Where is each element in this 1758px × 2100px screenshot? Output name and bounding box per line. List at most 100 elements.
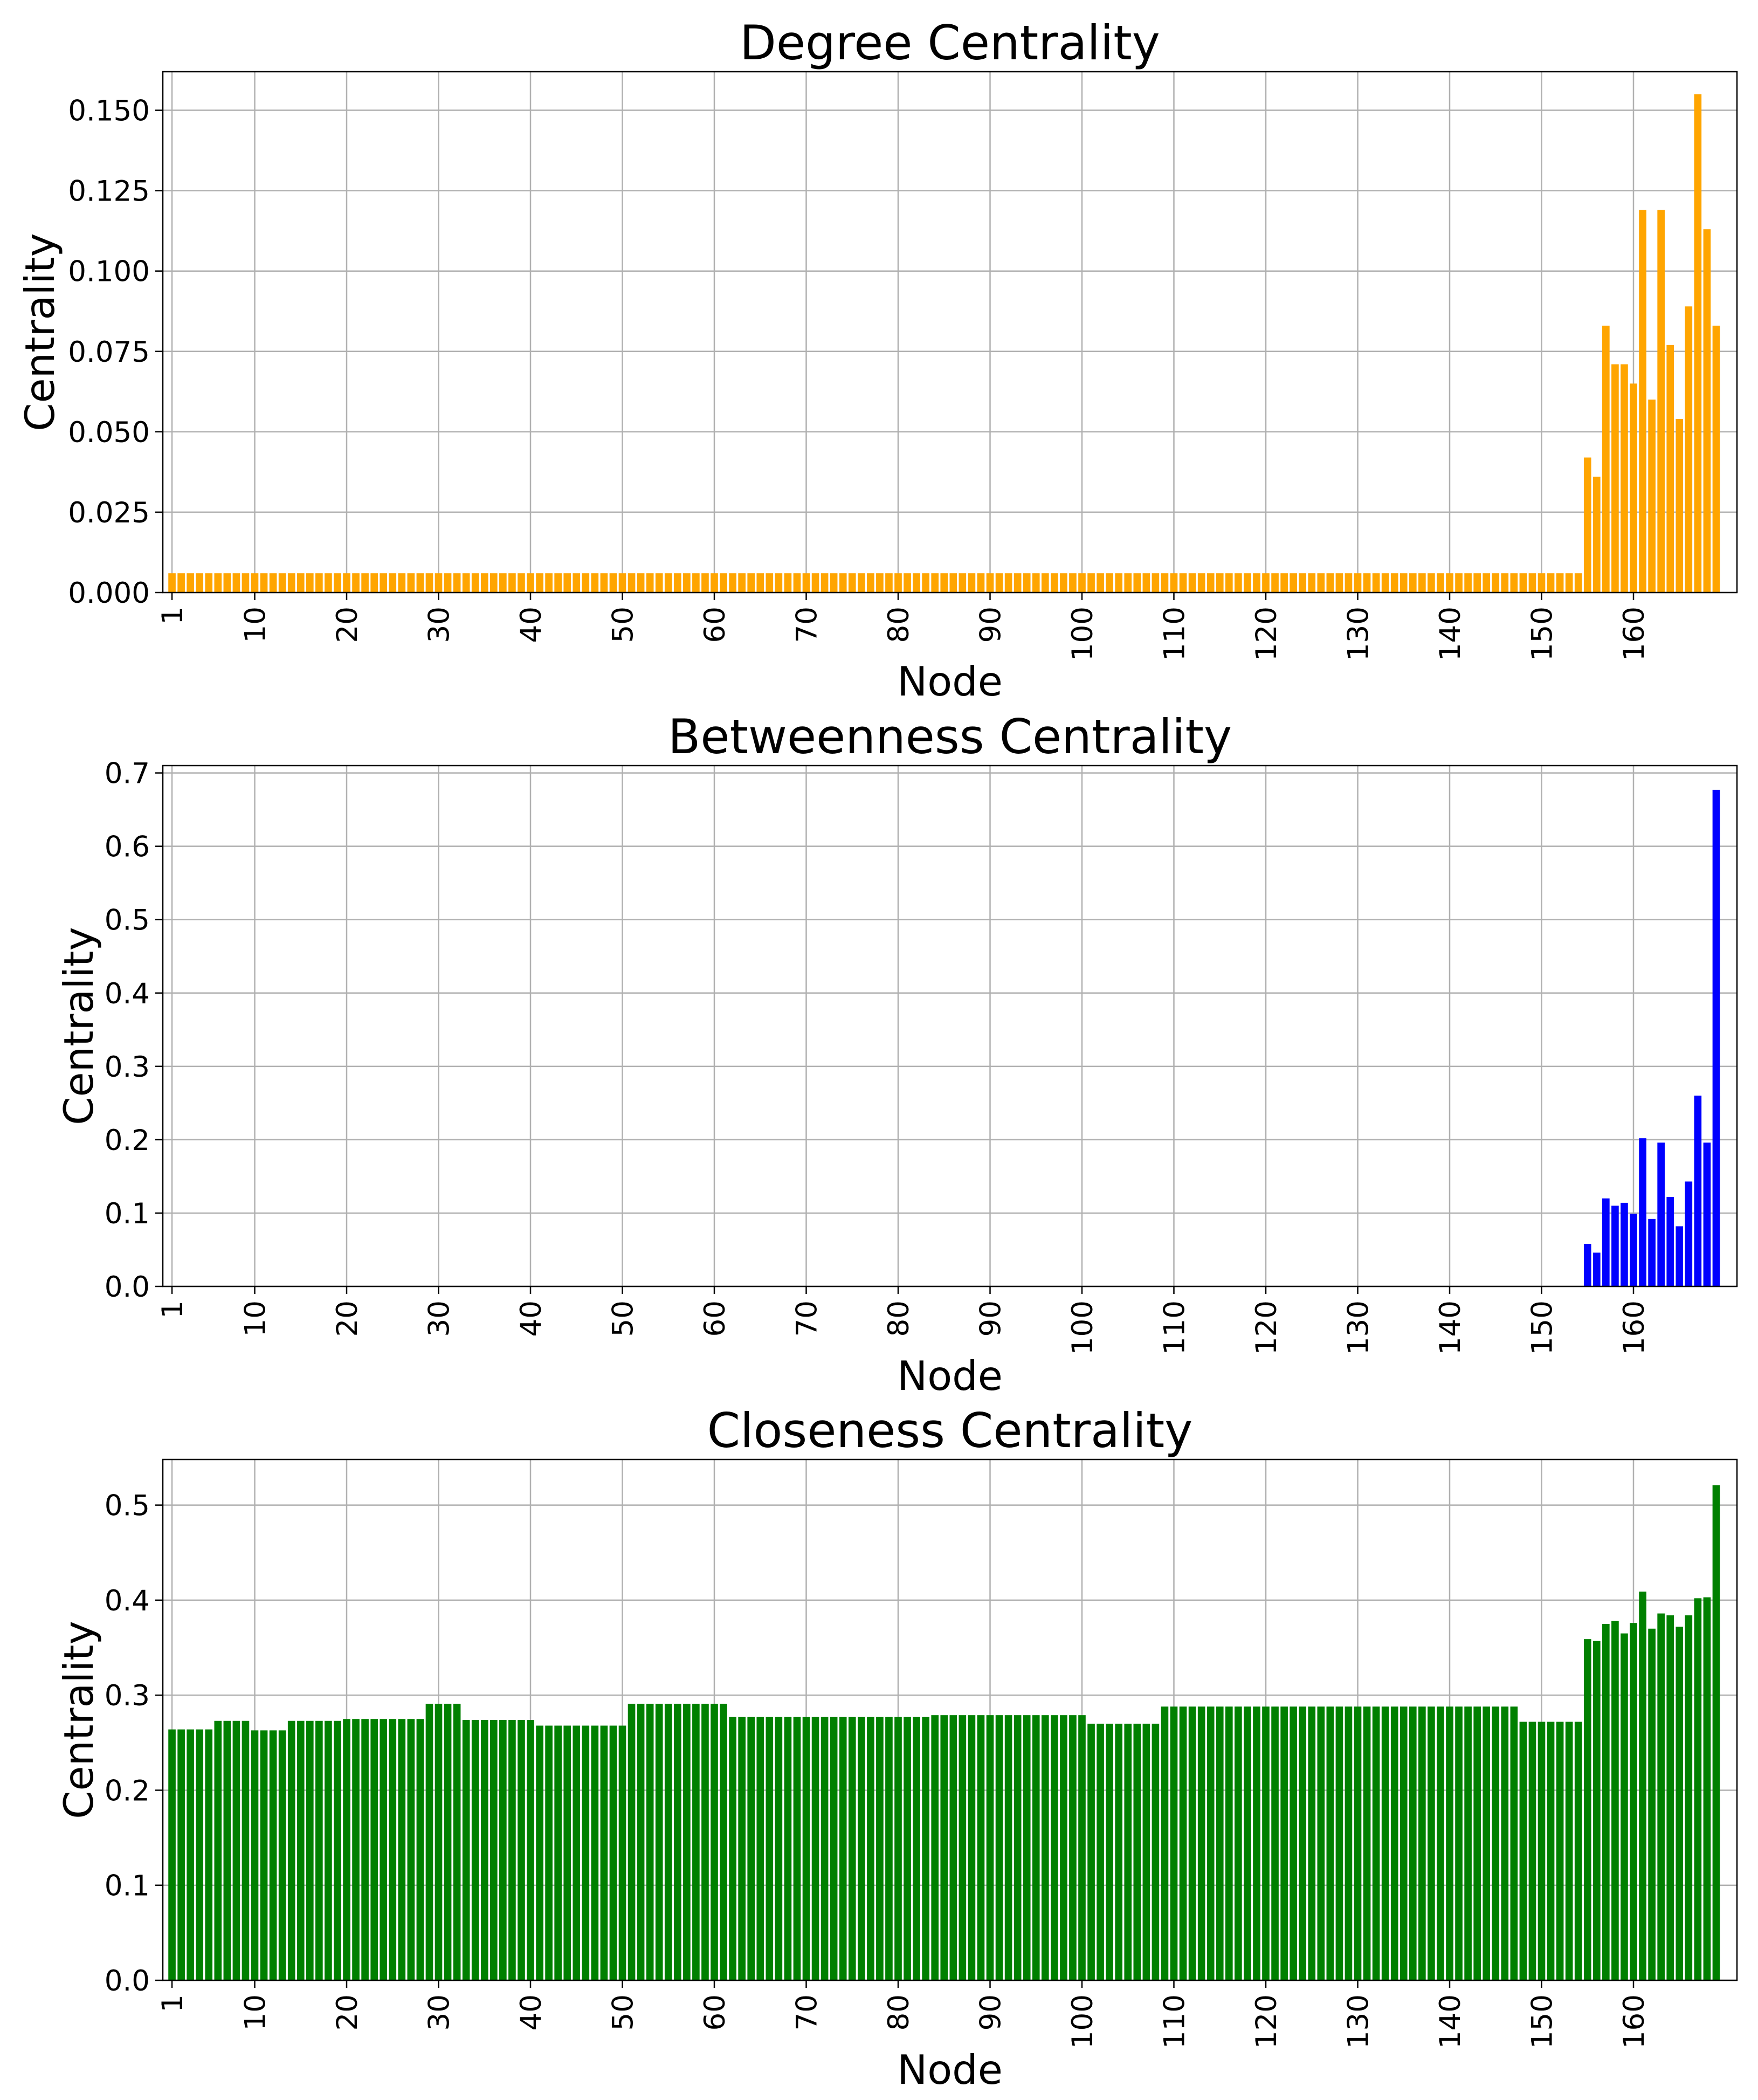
- bar-node-111: [1179, 1706, 1187, 1980]
- x-tick-label: 50: [607, 607, 640, 643]
- bar-node-11: [260, 1730, 268, 1980]
- y-tick-label: 0.5: [105, 904, 150, 937]
- bar-node-70: [802, 1717, 810, 1980]
- bar-node-40: [527, 573, 534, 593]
- bar-node-41: [536, 573, 543, 593]
- bar-node-131: [1363, 1706, 1371, 1980]
- y-tick-labels: 0.0 0.1 0.2 0.3 0.4 0.5: [105, 1490, 150, 1998]
- x-tick-label: 1: [156, 1994, 189, 2013]
- bar-node-126: [1317, 1706, 1325, 1980]
- bar-node-89: [977, 1715, 985, 1980]
- x-axis-label: Node: [897, 658, 1003, 705]
- bar-node-140: [1446, 573, 1453, 593]
- bar-node-75: [848, 573, 856, 593]
- bar-node-46: [582, 573, 590, 593]
- x-tick-label: 70: [791, 1300, 824, 1337]
- x-tick-label: 10: [239, 1994, 272, 2030]
- bar-node-36: [490, 573, 498, 593]
- bar-node-16: [306, 1720, 314, 1980]
- bar-node-23: [370, 573, 378, 593]
- x-tick-label: 50: [607, 1300, 640, 1337]
- x-tick-labels: 1 10 20 30 40 50 60 70 80 90 100 110 120 130 140 150 160: [156, 1300, 1651, 1355]
- y-tick-label: 0.1: [105, 1870, 150, 1903]
- bar-node-63: [738, 573, 746, 593]
- bar-node-23: [370, 1719, 378, 1980]
- bar-node-43: [554, 573, 562, 593]
- bar-node-161: [1639, 210, 1646, 593]
- bar-node-159: [1621, 1633, 1628, 1980]
- bar-node-156: [1592, 1641, 1601, 1980]
- y-tick-labels: 0.000 0.025 0.050 0.075 0.100 0.125 0.150: [68, 95, 150, 610]
- bar-node-73: [830, 573, 838, 593]
- x-tick-label: 150: [1526, 607, 1559, 661]
- bar-node-136: [1409, 1706, 1417, 1980]
- bar-node-140: [1446, 1706, 1453, 1980]
- bar-node-27: [407, 573, 415, 593]
- bar-node-68: [784, 1717, 792, 1980]
- bar-node-133: [1381, 1706, 1389, 1980]
- x-tick-label: 80: [883, 1300, 915, 1337]
- bar-node-4: [196, 573, 204, 593]
- bar-node-45: [573, 573, 581, 593]
- bar-node-124: [1299, 1706, 1307, 1980]
- bar-node-123: [1290, 573, 1297, 593]
- bar-node-146: [1501, 573, 1509, 593]
- bar-node-83: [922, 1717, 929, 1980]
- bar-node-85: [940, 1715, 948, 1980]
- bar-node-151: [1547, 1722, 1555, 1980]
- bar-node-165: [1676, 1627, 1684, 1980]
- bar-node-29: [425, 573, 433, 593]
- bar-node-33: [462, 1720, 470, 1980]
- y-tick-label: 0.2: [105, 1124, 150, 1157]
- x-tick-label: 50: [607, 1994, 640, 2030]
- bar-node-44: [563, 573, 571, 593]
- x-axis-label: Node: [897, 2046, 1003, 2094]
- bar-node-104: [1115, 1724, 1123, 1980]
- bar-node-134: [1390, 1706, 1398, 1980]
- bar-node-125: [1308, 1706, 1316, 1980]
- bar-node-144: [1483, 573, 1491, 593]
- y-tick-label: 0.025: [68, 497, 150, 529]
- bar-node-134: [1390, 573, 1398, 593]
- bar-node-86: [949, 1715, 957, 1980]
- bar-node-98: [1060, 573, 1067, 593]
- y-tick-label: 0.0: [105, 1965, 150, 1998]
- bar-node-155: [1583, 457, 1591, 593]
- bar-node-152: [1556, 573, 1564, 593]
- y-tick-label: 0.5: [105, 1490, 150, 1523]
- bar-node-164: [1666, 345, 1674, 593]
- bar-node-90: [986, 573, 994, 593]
- bar-node-71: [811, 1717, 819, 1980]
- bar-node-69: [793, 1717, 801, 1980]
- x-tick-label: 70: [791, 1994, 824, 2030]
- bar-node-76: [857, 573, 865, 593]
- bar-node-2: [177, 573, 185, 593]
- bar-node-53: [646, 573, 654, 593]
- bar-node-7: [223, 1720, 231, 1980]
- bar-node-66: [766, 1717, 774, 1980]
- bar-node-137: [1418, 1706, 1426, 1980]
- bar-node-109: [1161, 1706, 1169, 1980]
- bar-node-48: [600, 1725, 608, 1980]
- x-tick-label: 90: [975, 607, 1008, 643]
- bar-node-43: [554, 1725, 562, 1980]
- bar-node-158: [1611, 1621, 1619, 1980]
- bar-node-167: [1694, 94, 1702, 593]
- bar-node-124: [1299, 573, 1307, 593]
- x-tick-label: 130: [1342, 607, 1375, 661]
- bar-node-14: [287, 573, 295, 593]
- bar-node-72: [821, 1717, 829, 1980]
- bar-node-122: [1280, 1706, 1288, 1980]
- y-tick-label: 0.150: [68, 95, 150, 128]
- bar-node-106: [1133, 1724, 1141, 1980]
- ticks: [155, 1504, 1635, 1988]
- bar-node-30: [435, 573, 443, 593]
- bar-node-137: [1418, 573, 1426, 593]
- bar-node-117: [1235, 573, 1242, 593]
- bar-node-49: [609, 1725, 617, 1980]
- bar-node-10: [251, 1730, 259, 1980]
- x-tick-labels: 1 10 20 30 40 50 60 70 80 90 100 110 120 130 140 150 160: [156, 607, 1651, 661]
- bar-node-61: [720, 573, 727, 593]
- bar-node-85: [940, 573, 948, 593]
- bar-node-147: [1510, 573, 1518, 593]
